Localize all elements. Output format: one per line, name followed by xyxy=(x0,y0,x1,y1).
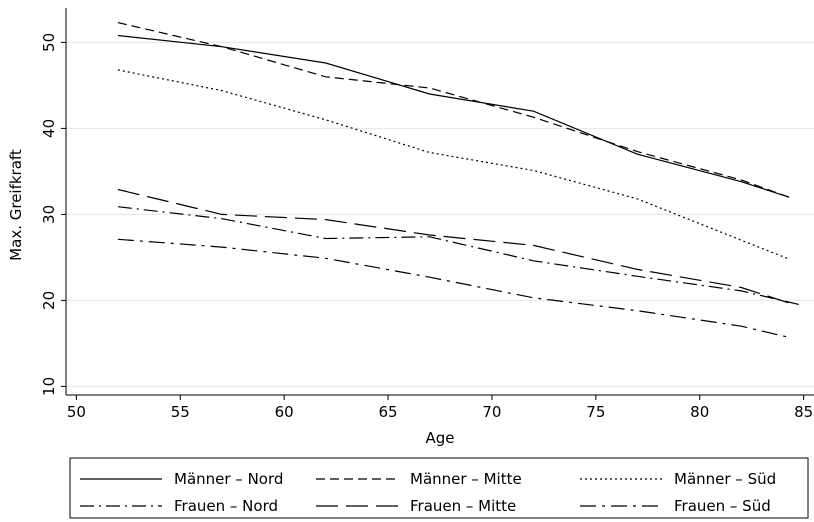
x-tick-label: 55 xyxy=(171,403,190,421)
legend-label-1: Männer – Nord xyxy=(174,470,283,488)
x-tick-label: 80 xyxy=(690,403,709,421)
y-axis-title: Max. Greifkraft xyxy=(7,149,25,261)
x-axis-title: Age xyxy=(425,429,454,447)
legend: Männer – Nord Männer – Mitte Männer – Süd F… xyxy=(69,457,809,519)
series-lines xyxy=(117,22,804,338)
series-line-1 xyxy=(117,34,790,198)
series-line-6 xyxy=(117,238,790,338)
y-axis-ticks: 10 20 30 40 50 xyxy=(40,33,66,396)
x-tick-label: 70 xyxy=(482,403,501,421)
legend-label-3: Männer – Süd xyxy=(674,470,776,488)
y-tick-label: 10 xyxy=(40,377,58,396)
x-axis-ticks: 50 55 60 65 70 75 80 85 xyxy=(67,395,813,421)
x-tick-label: 60 xyxy=(275,403,294,421)
legend-label-4: Frauen – Nord xyxy=(174,497,278,515)
series-line-2 xyxy=(117,22,790,198)
legend-label-2: Männer – Mitte xyxy=(410,470,522,488)
legend-label-5: Frauen – Mitte xyxy=(410,497,516,515)
y-tick-label: 40 xyxy=(40,119,58,138)
grid-lines xyxy=(66,41,814,387)
series-line-3 xyxy=(117,69,790,260)
legend-label-6: Frauen – Süd xyxy=(674,497,771,515)
series-line-4 xyxy=(117,206,804,307)
legend-box xyxy=(69,457,809,519)
axes xyxy=(65,8,814,396)
x-tick-label: 50 xyxy=(67,403,86,421)
x-tick-label: 65 xyxy=(379,403,398,421)
y-tick-label: 30 xyxy=(40,205,58,224)
series-line-5 xyxy=(117,188,790,304)
y-tick-label: 50 xyxy=(40,33,58,52)
x-tick-label: 75 xyxy=(586,403,605,421)
x-tick-label: 85 xyxy=(794,403,813,421)
y-tick-label: 20 xyxy=(40,291,58,310)
